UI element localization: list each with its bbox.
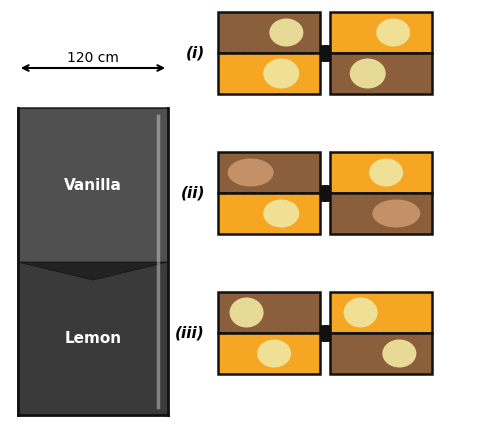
Bar	[320, 45, 327, 61]
Ellipse shape	[376, 18, 410, 47]
Polygon shape	[153, 108, 168, 415]
Ellipse shape	[228, 158, 274, 187]
Ellipse shape	[382, 340, 416, 367]
Text: (i): (i)	[186, 45, 205, 60]
Polygon shape	[18, 262, 168, 415]
Polygon shape	[18, 108, 168, 262]
Bar	[330, 292, 432, 333]
Ellipse shape	[230, 297, 264, 327]
Text: Lemon: Lemon	[64, 331, 122, 346]
Bar	[218, 53, 320, 94]
Bar	[218, 152, 320, 193]
Ellipse shape	[270, 18, 304, 47]
Bar	[320, 325, 327, 341]
Polygon shape	[18, 108, 38, 415]
Bar	[218, 292, 320, 333]
Ellipse shape	[369, 158, 403, 187]
Bar	[330, 53, 432, 94]
Bar	[330, 152, 432, 193]
Ellipse shape	[350, 59, 386, 88]
Ellipse shape	[257, 340, 291, 367]
Ellipse shape	[372, 199, 420, 227]
Bar	[218, 12, 320, 53]
Bar	[218, 193, 320, 234]
Ellipse shape	[344, 297, 378, 327]
Bar	[330, 12, 432, 53]
Text: (ii): (ii)	[180, 186, 205, 201]
Bar	[330, 193, 432, 234]
Ellipse shape	[263, 59, 299, 88]
Text: (iii): (iii)	[176, 326, 205, 341]
Text: 120 cm: 120 cm	[67, 51, 119, 65]
Text: Vanilla: Vanilla	[64, 177, 122, 192]
Bar	[323, 45, 330, 61]
Polygon shape	[38, 122, 153, 398]
Bar	[330, 333, 432, 374]
Polygon shape	[18, 262, 168, 280]
Ellipse shape	[263, 199, 299, 227]
Bar	[323, 325, 330, 341]
Bar	[323, 185, 330, 201]
Bar	[218, 333, 320, 374]
Bar	[320, 185, 327, 201]
Polygon shape	[18, 108, 168, 122]
